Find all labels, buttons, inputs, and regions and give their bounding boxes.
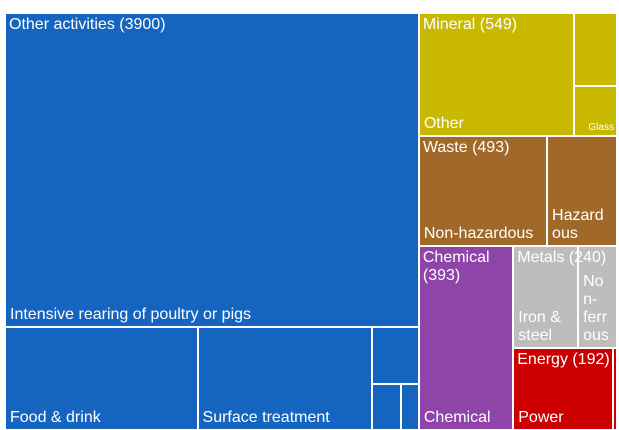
cell: Non-ferrous	[578, 245, 617, 349]
cell-label: Food & drink	[10, 408, 101, 426]
cell-label: Non-hazardous	[423, 224, 534, 242]
group-label: Mineral (549)	[419, 13, 617, 37]
group-name: Chemical	[422, 248, 490, 266]
cell-label: Intensive rearing of poultry or pigs	[10, 306, 252, 324]
cell: Non-hazardous	[418, 135, 548, 246]
cell: Power	[513, 348, 614, 430]
group-value: (240)	[568, 248, 607, 266]
group: Iron & steel Non-ferrous Metals (240)	[513, 245, 617, 349]
cell-label: Power	[518, 408, 564, 426]
group: Intensive rearing of poultry or pigs Food…	[5, 13, 419, 430]
group-label: Metals (240)	[513, 246, 617, 270]
treemap: Intensive rearing of poultry or pigs Food…	[5, 13, 617, 430]
cell-label: Hazardous	[552, 206, 604, 242]
group-label: Waste (493)	[419, 136, 617, 160]
group-name: Mineral	[422, 16, 476, 33]
group: Non-hazardous Hazardous Waste (493)	[418, 135, 617, 246]
cell: Glass	[574, 85, 617, 136]
group-name: Other activities	[9, 16, 115, 33]
cell: Other	[418, 13, 575, 136]
cell-label: Other	[423, 114, 464, 132]
cell-label: Chemical	[423, 408, 491, 426]
cell-label: Surface treatment	[202, 408, 330, 426]
group-label: Chemical (393)	[419, 246, 513, 288]
cell: Surface treatment	[197, 327, 373, 430]
cell: Iron & steel	[513, 245, 579, 349]
cell: Hazardous	[547, 135, 617, 246]
group-label: Other activities (3900)	[5, 13, 419, 37]
group-value: (3900)	[119, 16, 166, 33]
cell	[613, 348, 617, 430]
cell-label: Non-ferrous	[583, 273, 609, 345]
cell	[574, 13, 617, 86]
cell-label: Glass	[588, 121, 614, 133]
group-name: Energy	[517, 351, 568, 369]
group-value: (549)	[479, 16, 518, 33]
group-label: Energy (192)	[513, 348, 617, 372]
group-name: Waste	[422, 138, 468, 156]
cell: Chemical	[418, 245, 514, 430]
cell: Food & drink	[5, 327, 198, 430]
cell	[372, 383, 401, 430]
group-value: (493)	[472, 138, 510, 156]
group: Chemical Chemical (393)	[418, 245, 514, 430]
group-value: (192)	[572, 351, 610, 369]
group: Power Energy (192)	[513, 348, 617, 430]
cell: Intensive rearing of poultry or pigs	[5, 13, 419, 328]
group: Other Glass Mineral (549)	[418, 13, 617, 136]
cell	[400, 383, 419, 430]
group-name: Metals	[517, 248, 565, 266]
cell-label: Iron & steel	[518, 309, 561, 345]
group-value: (393)	[422, 266, 461, 284]
cell	[372, 327, 419, 384]
